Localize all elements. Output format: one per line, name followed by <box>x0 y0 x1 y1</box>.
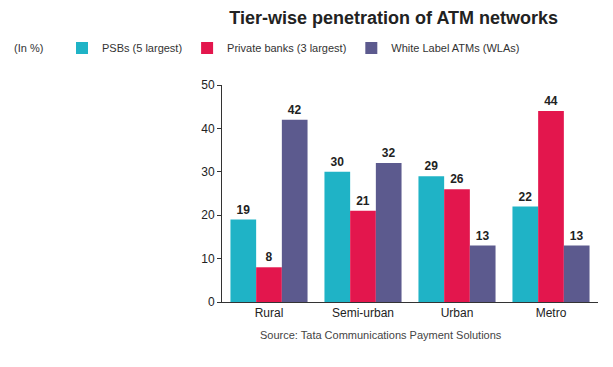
svg-text:32: 32 <box>382 146 396 160</box>
svg-text:White Label ATMs (WLAs): White Label ATMs (WLAs) <box>391 42 519 54</box>
svg-text:0: 0 <box>208 295 215 309</box>
svg-text:13: 13 <box>476 229 490 243</box>
svg-text:Urban: Urban <box>441 306 474 320</box>
svg-text:30: 30 <box>330 155 344 169</box>
svg-text:PSBs (5 largest): PSBs (5 largest) <box>102 42 182 54</box>
svg-text:20: 20 <box>201 208 215 222</box>
svg-text:40: 40 <box>201 122 215 136</box>
svg-text:42: 42 <box>288 103 302 117</box>
svg-text:Private banks (3 largest): Private banks (3 largest) <box>227 42 346 54</box>
svg-text:13: 13 <box>570 229 584 243</box>
svg-text:50: 50 <box>201 78 215 92</box>
svg-text:30: 30 <box>201 165 215 179</box>
svg-text:26: 26 <box>450 172 464 186</box>
svg-text:Semi-urban: Semi-urban <box>332 306 394 320</box>
svg-text:22: 22 <box>518 190 532 204</box>
svg-text:(In %): (In %) <box>14 42 43 54</box>
svg-text:Tier-wise penetration of ATM n: Tier-wise penetration of ATM networks <box>229 8 558 28</box>
svg-text:19: 19 <box>236 203 250 217</box>
svg-text:Metro: Metro <box>536 306 567 320</box>
svg-text:44: 44 <box>544 94 558 108</box>
svg-text:21: 21 <box>356 194 370 208</box>
svg-text:Rural: Rural <box>255 306 284 320</box>
svg-text:Source: Tata Communications Pa: Source: Tata Communications Payment Solu… <box>260 329 502 341</box>
svg-text:29: 29 <box>424 159 438 173</box>
svg-text:10: 10 <box>201 252 215 266</box>
svg-text:8: 8 <box>266 250 273 264</box>
